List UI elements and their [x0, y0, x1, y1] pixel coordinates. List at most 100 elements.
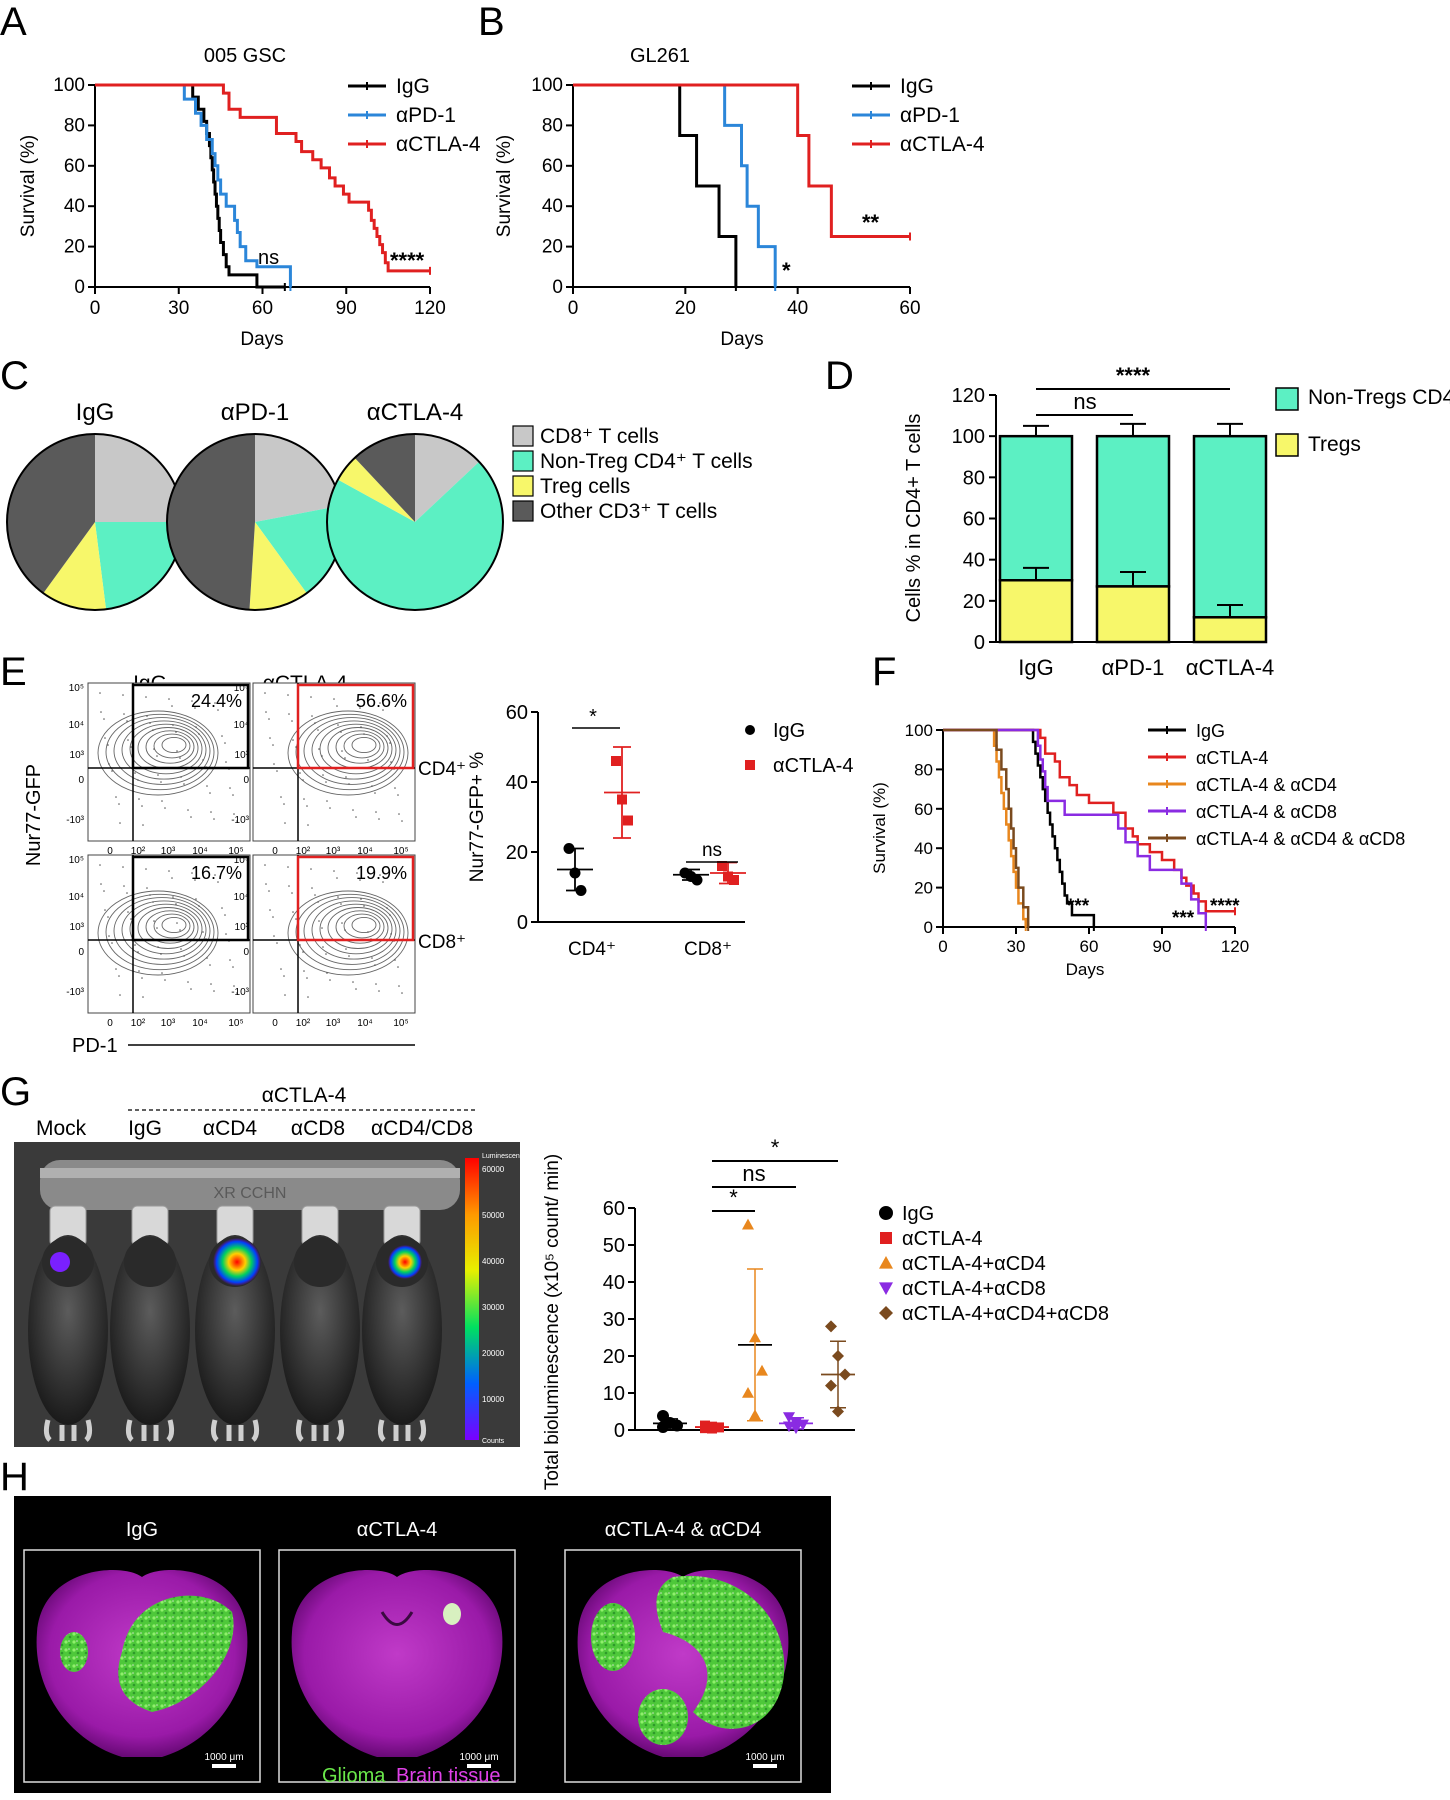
y-tick-label: 100 — [53, 75, 85, 96]
contour-ring — [303, 717, 401, 785]
flow-x-tick: 10⁵ — [228, 846, 243, 857]
event-dot — [198, 905, 200, 907]
glioma-region — [591, 1603, 635, 1671]
marker-diamond — [825, 1379, 837, 1392]
event-dot — [318, 920, 320, 922]
ventricle — [380, 1611, 414, 1626]
pie-slice-Non-Treg CD4⁺ T cells — [255, 505, 343, 594]
event-dot — [360, 726, 362, 728]
marker-square — [880, 1232, 892, 1244]
legend-label: IgG — [396, 75, 430, 98]
flow-x-tick: 10⁴ — [357, 1018, 372, 1029]
event-dot — [292, 911, 294, 913]
event-dot — [269, 737, 271, 739]
event-dot — [164, 807, 166, 809]
panel-b-title: GL261 — [630, 45, 690, 67]
pie-igg-title: IgG — [76, 399, 115, 426]
event-dot — [187, 809, 189, 811]
scale-bar-label: 1000 μm — [204, 1752, 243, 1763]
event-dot — [333, 698, 335, 700]
event-dot — [118, 975, 120, 977]
e-legend-igg: IgG — [773, 720, 805, 742]
sd-bar — [566, 847, 584, 892]
e-scatter-ylabel: Nur77-GFP+ % — [467, 752, 488, 883]
flow-xlabel: PD-1 — [72, 1035, 118, 1057]
contour-ring — [351, 916, 377, 934]
panel-b-survival-chart: GL261 0 20 40 60 80 100 0 20 40 60 Survival (%) D… — [494, 45, 985, 350]
h-legend-brain: Brain tissue — [396, 1765, 501, 1787]
event-dot — [138, 798, 140, 800]
panel-a-title: 005 GSC — [204, 45, 286, 67]
legend-label: αCTLA-4 — [902, 1228, 982, 1250]
event-dot — [157, 946, 159, 948]
event-dot — [103, 718, 105, 720]
event-dot — [314, 894, 316, 896]
event-dot — [156, 755, 158, 757]
sd-bar — [747, 1268, 763, 1422]
legend-label: αCTLA-4+αCD8 — [902, 1278, 1046, 1300]
pie-outline — [326, 433, 504, 611]
gate-box — [131, 683, 250, 770]
event-dot — [210, 983, 212, 985]
event-dot — [371, 957, 373, 959]
y-tick-label: 20 — [64, 237, 85, 258]
event-dot — [272, 744, 274, 746]
event-dot — [146, 887, 148, 889]
sd-bar — [788, 1417, 804, 1430]
gate-percent: 56.6% — [356, 691, 407, 711]
event-dot — [134, 944, 136, 946]
event-dot — [183, 783, 185, 785]
panel-f-annot-2: *** — [1172, 908, 1195, 929]
event-dot — [272, 916, 274, 918]
pie-apd1-title: αPD-1 — [221, 399, 290, 426]
pie-slice-Treg cells — [43, 522, 107, 610]
event-dot — [359, 879, 361, 881]
flow-y-tick: 0 — [243, 947, 249, 958]
event-dot — [401, 820, 403, 822]
event-dot — [307, 996, 309, 998]
pie-slice-Other CD3⁺ T cells — [354, 434, 415, 522]
luminescence-signal — [388, 1245, 422, 1279]
x-tick-label: 120 — [414, 298, 446, 319]
event-dot — [137, 951, 139, 953]
event-dot — [194, 879, 196, 881]
sd-bar — [704, 1424, 720, 1430]
contour-ring — [153, 913, 191, 939]
y-tick-label: 80 — [64, 115, 85, 136]
event-dot — [171, 877, 173, 879]
g-group-header: αCTLA-4 — [262, 1084, 347, 1107]
panel-b-xlabel: Days — [720, 329, 763, 350]
sd-bar — [662, 1418, 678, 1429]
legend-label: αCTLA-4 & αCD4 — [1196, 775, 1337, 795]
event-dot — [337, 896, 339, 898]
flow-x-tick: 0 — [272, 846, 278, 857]
event-dot — [344, 757, 346, 759]
scale-tick-label: 50000 — [482, 1211, 505, 1220]
event-dot — [287, 866, 289, 868]
contour-ring — [97, 890, 219, 976]
pie-slice-CD8⁺ T cells — [95, 434, 183, 522]
flow-row-cd8: CD8⁺ — [418, 932, 466, 953]
event-dot — [172, 896, 174, 898]
event-dot — [224, 742, 226, 744]
legend-label: αCTLA-4 — [396, 133, 481, 156]
event-dot — [175, 903, 177, 905]
y-tick-label: 100 — [531, 75, 563, 96]
marker-diamond — [825, 1320, 837, 1333]
event-dot — [176, 922, 178, 924]
event-dot — [344, 929, 346, 931]
y-tick-label: 20 — [506, 842, 528, 864]
x-tick-label: 0 — [568, 298, 579, 319]
panel-b-axes — [572, 85, 910, 288]
event-dot — [145, 868, 147, 870]
event-dot — [287, 694, 289, 696]
flow-x-tick: 10⁴ — [192, 1018, 207, 1029]
contour-ring — [161, 916, 187, 934]
event-dot — [321, 755, 323, 757]
panel-d-ylabel: Cells % in CD4+ T cells — [903, 414, 925, 623]
event-dot — [233, 813, 235, 815]
x-category-label: αCTLA-4 — [1186, 655, 1275, 680]
comparison-label: **** — [1116, 363, 1151, 388]
panel-f-xlabel: Days — [1066, 960, 1105, 979]
event-dot — [348, 783, 350, 785]
